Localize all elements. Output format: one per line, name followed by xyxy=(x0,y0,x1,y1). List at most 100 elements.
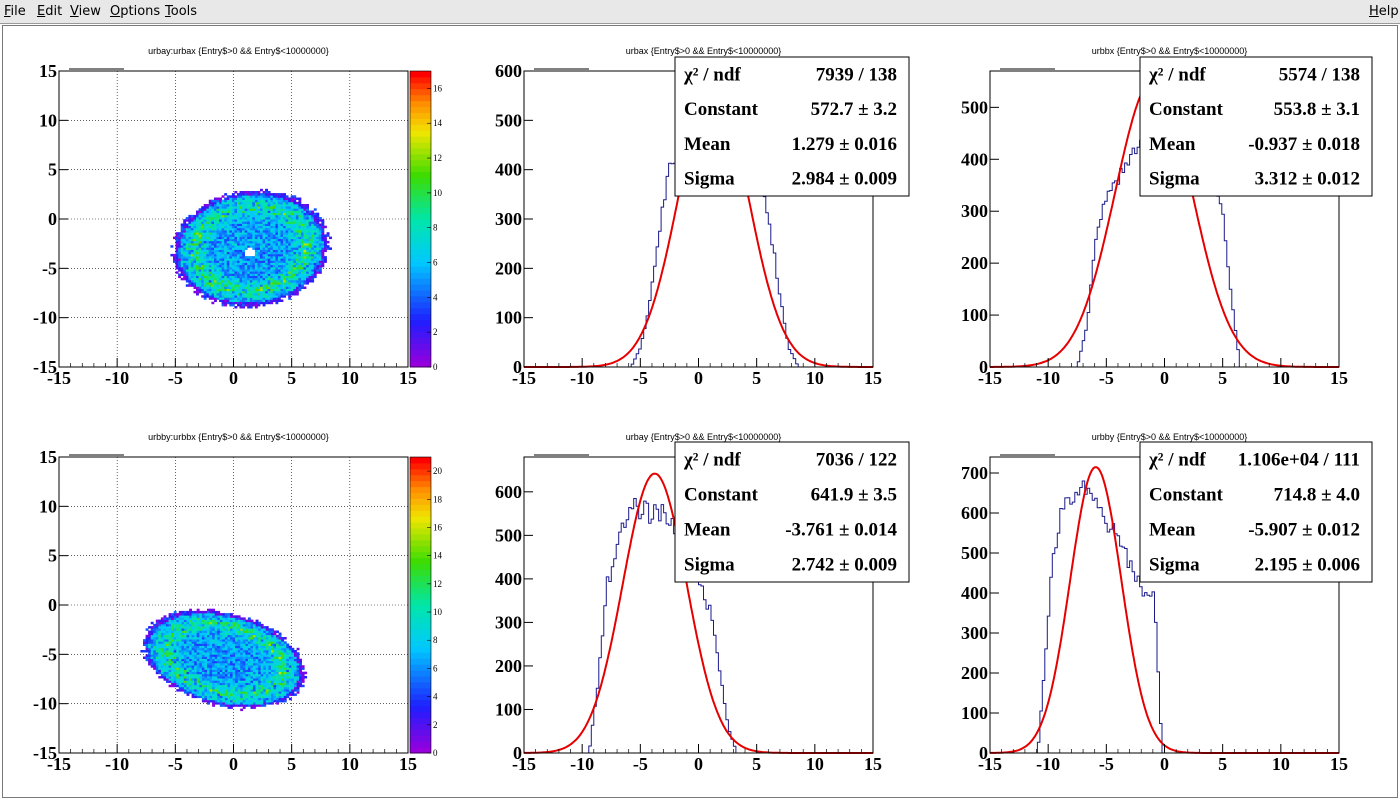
heatmap-cell xyxy=(257,212,261,216)
heatmap-cell xyxy=(260,212,263,216)
heatmap-cell xyxy=(250,669,254,672)
heatmap-cell xyxy=(201,691,205,694)
heatmap-cell xyxy=(250,695,254,699)
heatmap-cell xyxy=(311,223,315,226)
heatmap-cell xyxy=(183,619,187,623)
heatmap-cell xyxy=(280,232,284,235)
heatmap-cell xyxy=(237,680,241,683)
menu-help[interactable]: Help xyxy=(1369,4,1399,20)
heatmap-cell xyxy=(275,256,279,259)
heatmap-cell xyxy=(285,208,289,211)
heatmap-cell xyxy=(219,293,222,296)
heatmap-cell xyxy=(260,195,263,198)
heatmap-cell xyxy=(242,290,245,294)
heatmap-cell xyxy=(242,641,246,644)
heatmap-cell xyxy=(291,691,295,694)
heatmap-cell xyxy=(265,626,269,629)
heatmap-cell xyxy=(324,236,327,240)
heatmap-cell xyxy=(255,699,259,703)
heatmap-cell xyxy=(252,256,256,259)
heatmap-cell xyxy=(316,258,320,261)
heatmap-cell xyxy=(224,697,228,701)
heatmap-cell xyxy=(239,260,243,263)
heatmap-cell xyxy=(203,234,207,237)
heatmap-cell xyxy=(260,271,263,274)
heatmap-cell xyxy=(239,301,243,305)
heatmap-cell xyxy=(183,249,187,253)
heatmap-cell xyxy=(258,628,262,631)
heatmap-cell xyxy=(271,643,274,646)
heatmap-cell xyxy=(234,288,238,292)
heatmap-cell xyxy=(224,626,228,629)
heatmap-cell xyxy=(245,637,249,640)
heatmap-cell xyxy=(301,665,305,668)
heatmap-cell xyxy=(221,204,225,207)
menu-tools[interactable]: Tools xyxy=(165,4,197,20)
heatmap-cell xyxy=(176,654,180,657)
heatmap-cell xyxy=(273,686,277,690)
heatmap-cell xyxy=(237,660,241,664)
palette-swatch xyxy=(410,307,431,315)
heatmap-cell xyxy=(168,639,172,642)
heatmap-cell xyxy=(298,206,302,209)
heatmap-cell xyxy=(242,269,245,272)
heatmap-cell xyxy=(247,195,251,198)
heatmap-cell xyxy=(253,673,256,677)
heatmap-cell xyxy=(181,660,185,664)
menu-options[interactable]: Options xyxy=(110,4,160,20)
heatmap-cell xyxy=(158,658,162,662)
heatmap-cell xyxy=(262,293,266,296)
heatmap-cell xyxy=(231,264,235,268)
heatmap-cell xyxy=(221,295,225,298)
menu-edit[interactable]: Edit xyxy=(37,4,62,20)
heatmap-cell xyxy=(181,610,185,614)
heatmap-cell xyxy=(249,275,253,279)
heatmap-cell xyxy=(183,236,187,240)
menu-file[interactable]: File xyxy=(4,4,26,20)
heatmap-cell xyxy=(244,290,248,294)
heatmap-cell xyxy=(252,193,256,196)
heatmap-cell xyxy=(180,258,184,261)
palette-swatch xyxy=(410,723,431,730)
heatmap-cell xyxy=(180,232,184,235)
heatmap-cell xyxy=(214,297,217,300)
heatmap-cell xyxy=(216,214,220,218)
heatmap-cell xyxy=(183,264,187,268)
heatmap-cell xyxy=(189,676,192,679)
heatmap-cell xyxy=(250,628,254,631)
menu-view[interactable]: View xyxy=(70,4,101,20)
heatmap-cell xyxy=(226,195,230,198)
heatmap-cell xyxy=(227,689,231,692)
heatmap-cell xyxy=(234,210,238,213)
heatmap-cell xyxy=(280,247,284,250)
heatmap-cell xyxy=(181,678,185,681)
heatmap-cell xyxy=(275,262,279,266)
heatmap-cell xyxy=(153,654,157,657)
heatmap-cell xyxy=(311,245,315,248)
heatmap-cell xyxy=(285,236,289,240)
heatmap-cell xyxy=(265,663,269,666)
heatmap-cell xyxy=(188,260,192,263)
heatmap-cell xyxy=(180,223,184,226)
heatmap-cell xyxy=(196,214,199,218)
heatmap-cell xyxy=(298,253,302,257)
heatmap-cell xyxy=(226,262,230,266)
heatmap-cell xyxy=(222,643,226,646)
stats-label: χ² / ndf xyxy=(1148,64,1206,85)
heatmap-cell xyxy=(254,212,258,216)
heatmap-cell xyxy=(224,619,228,623)
heatmap-cell xyxy=(260,632,264,636)
heatmap-cell xyxy=(211,260,215,263)
heatmap-cell xyxy=(313,217,317,220)
heatmap-cell xyxy=(190,221,194,224)
heatmap-cell xyxy=(260,214,263,218)
heatmap-cell xyxy=(198,234,202,237)
heatmap-cell xyxy=(283,667,287,670)
heatmap-cell xyxy=(232,702,236,705)
heatmap-cell xyxy=(209,650,213,653)
heatmap-cell xyxy=(265,693,269,696)
heatmap-cell xyxy=(275,193,279,196)
heatmap-cell xyxy=(265,639,269,642)
heatmap-cell xyxy=(239,206,243,209)
